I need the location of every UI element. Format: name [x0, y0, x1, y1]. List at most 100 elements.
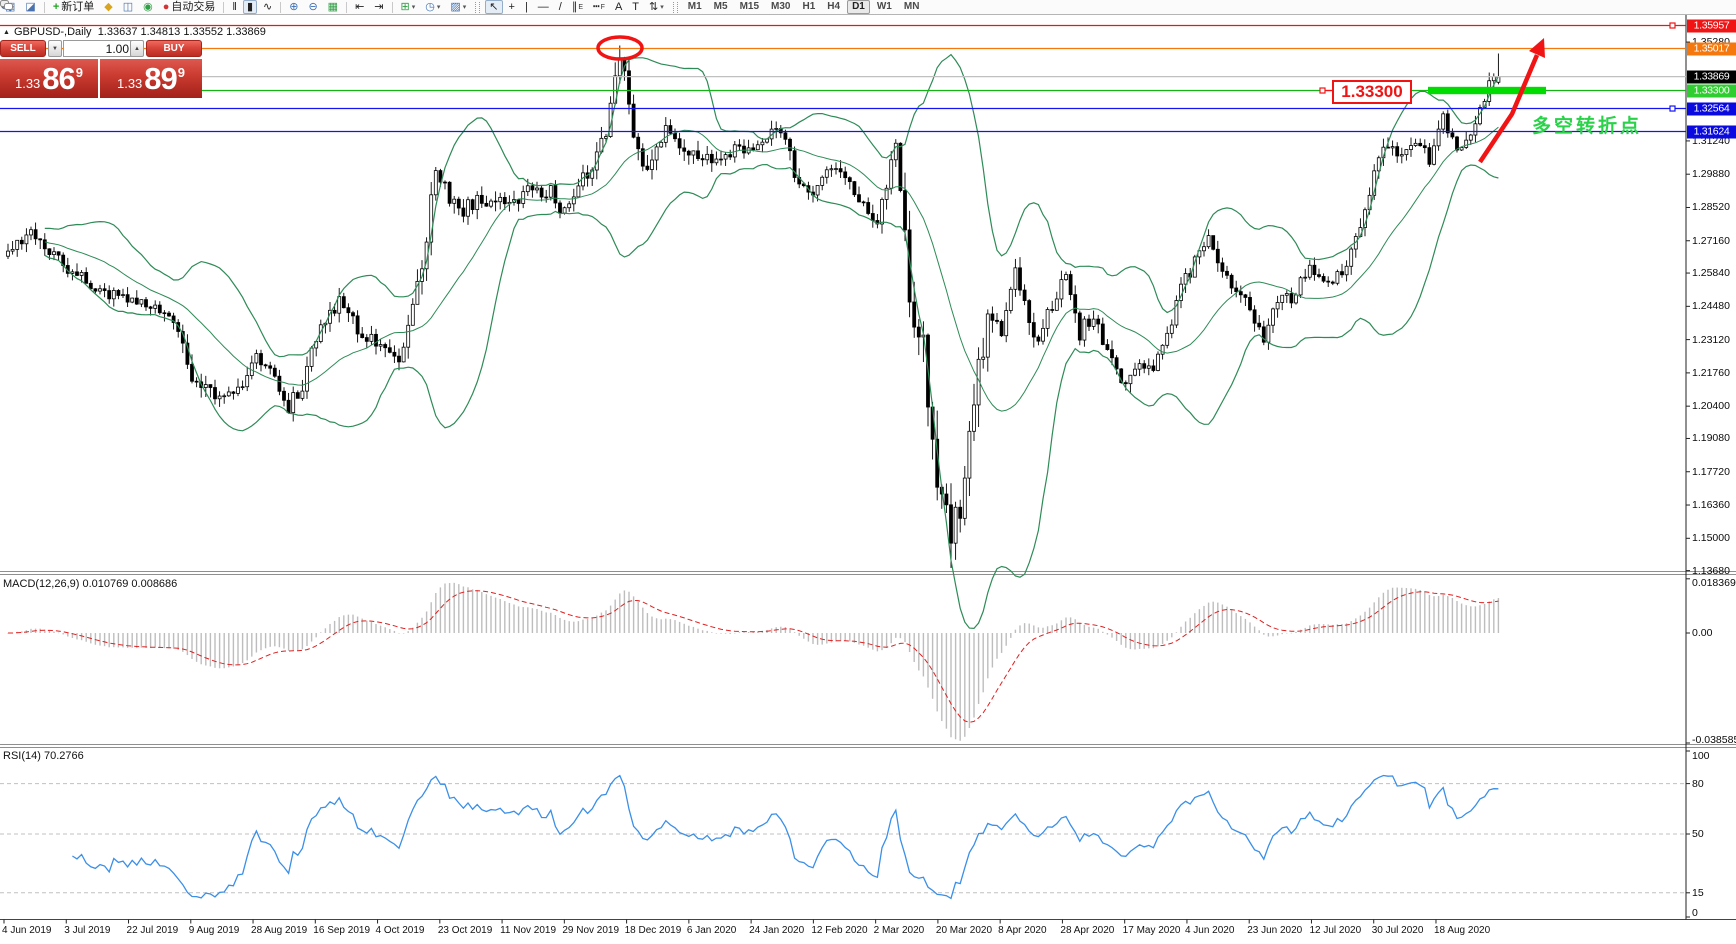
support-zone-bar[interactable] — [1428, 86, 1546, 95]
toolbar-grip[interactable] — [475, 1, 481, 13]
line-chart-icon[interactable]: ∿ — [263, 0, 273, 13]
date-label: 23 Jun 2020 — [1247, 925, 1303, 936]
timeframe-m15[interactable]: M15 — [739, 1, 760, 12]
signals-icon[interactable]: ◉ — [143, 0, 153, 13]
sell-button[interactable]: SELL — [0, 40, 46, 57]
sell-price-main: 86 — [42, 61, 75, 96]
buy-price-pip: 9 — [177, 65, 186, 80]
toolbar-separator — [280, 1, 282, 13]
timeframe-w1[interactable]: W1 — [876, 1, 892, 12]
price-badge: 1.33300 — [1687, 84, 1736, 97]
text-icon[interactable]: A — [614, 0, 623, 13]
timeframe-h1[interactable]: H1 — [802, 1, 816, 12]
styles-bucket-icon[interactable]: ◆ — [104, 0, 113, 13]
timeframe-m30[interactable]: M30 — [771, 1, 791, 12]
sell-price-prefix: 1.33 — [14, 76, 41, 91]
date-label: 17 May 2020 — [1122, 925, 1181, 936]
date-label: 28 Aug 2019 — [251, 925, 308, 936]
sell-price-tile[interactable]: 1.33 86 9 — [0, 59, 100, 98]
date-label: 4 Jun 2019 — [2, 925, 52, 936]
date-label: 20 Mar 2020 — [935, 925, 993, 936]
volume-decrease-button[interactable]: ▼ — [48, 40, 62, 57]
new-order-button[interactable]: + 新订单 — [52, 0, 95, 13]
date-label: 6 Jan 2020 — [686, 925, 737, 936]
price-tick-label: 1.15000 — [1692, 532, 1730, 545]
date-label: 2 Mar 2020 — [873, 925, 925, 936]
new-chart-icon[interactable]: ⊞ ▾ — [400, 0, 416, 13]
date-label: 23 Oct 2019 — [437, 925, 493, 936]
price-tick-label: 1.23120 — [1692, 333, 1730, 346]
cursor-icon[interactable]: ↖ — [485, 0, 503, 14]
date-label: 9 Aug 2019 — [188, 925, 240, 936]
toolbar-grip[interactable] — [672, 1, 678, 13]
text-label-icon[interactable]: T — [632, 0, 640, 13]
toolbar-separator — [43, 1, 45, 13]
date-label: 11 Nov 2019 — [500, 925, 557, 936]
chart-canvas[interactable] — [0, 15, 1736, 944]
one-click-trading-widget: SELL ▼ ▲ BUY 1.33 86 9 1.33 89 9 — [0, 40, 202, 98]
volume-increase-button[interactable]: ▲ — [130, 40, 144, 57]
top-toolbar: ▤◪+新订单◆◫◉●自动交易‖▮∿⊕⊖▦⇤⇥⊞▾◷▾▨▾↖+|—/∥E┅FAT⇅… — [0, 0, 1736, 15]
buy-button[interactable]: BUY — [146, 40, 202, 57]
zoom-out-icon[interactable]: ⊖ — [308, 0, 318, 13]
date-label: 22 Jul 2019 — [126, 925, 179, 936]
timeframe-d1[interactable]: D1 — [847, 0, 870, 14]
rsi-tick-label: 50 — [1692, 828, 1704, 840]
timeframe-m5[interactable]: M5 — [713, 1, 728, 12]
horizontal-line-icon[interactable]: — — [537, 0, 549, 13]
arrows-icon[interactable]: ⇅ ▾ — [649, 0, 664, 13]
ellipse-annotation[interactable] — [596, 35, 644, 61]
time-axis-ticks — [3, 919, 1437, 924]
bar-chart-icon[interactable]: ‖ — [232, 0, 237, 13]
step-forward-icon[interactable]: ⇥ — [374, 0, 384, 13]
profiles-icon[interactable]: ◫ — [122, 0, 134, 13]
horizontal-line-objects[interactable] — [0, 22, 1686, 133]
price-tick-label: 1.17720 — [1692, 465, 1730, 478]
buy-price-main: 89 — [144, 61, 177, 96]
date-label: 24 Jan 2020 — [749, 925, 805, 936]
timeframe-mn[interactable]: MN — [903, 1, 920, 12]
date-label: 29 Nov 2019 — [562, 925, 620, 936]
template-icon[interactable]: ▨ ▾ — [450, 0, 467, 13]
axis-tick-marks — [1686, 41, 1690, 918]
bollinger-bands — [44, 53, 1499, 630]
date-label: 4 Oct 2019 — [375, 925, 425, 936]
fibonacci-icon[interactable]: ┅ F — [593, 0, 605, 13]
date-label: 8 Apr 2020 — [998, 925, 1047, 936]
step-back-icon[interactable]: ⇤ — [355, 0, 365, 13]
price-box-leader[interactable] — [1319, 87, 1333, 94]
trendline-icon[interactable]: / — [558, 0, 562, 13]
chart-window[interactable]: ▲ GBPUSD-,Daily 1.33637 1.34813 1.33552 1… — [0, 15, 1736, 944]
period-icon[interactable]: ◷ ▾ — [425, 0, 441, 13]
pivot-annotation-text[interactable]: 多空转折点 — [1532, 116, 1643, 137]
price-badge: 1.33869 — [1687, 70, 1736, 84]
macd-label: MACD(12,26,9) 0.010769 0.008686 — [3, 578, 178, 590]
date-label: 18 Aug 2020 — [1433, 925, 1491, 936]
toolbar-separator — [346, 1, 348, 13]
price-tick-label: 1.29880 — [1692, 168, 1730, 181]
crosshair-icon[interactable]: + — [508, 0, 515, 13]
timeframe-h4[interactable]: H4 — [827, 1, 841, 12]
price-annotation-box[interactable]: 1.33300 — [1332, 80, 1412, 104]
timeframe-m1[interactable]: M1 — [687, 1, 702, 12]
panel-separators[interactable] — [0, 571, 1736, 920]
data-window-icon[interactable]: ◪ — [25, 0, 36, 13]
vertical-line-icon[interactable]: | — [524, 0, 528, 13]
tile-windows-icon[interactable]: ▦ — [327, 0, 339, 13]
one-click-collapse-icon[interactable]: ▲ — [3, 29, 10, 36]
macd-tick-label: 0.00 — [1692, 627, 1713, 639]
candlestick-chart-icon[interactable]: ▮ — [242, 0, 257, 14]
price-tick-label: 1.20400 — [1692, 400, 1730, 413]
price-badge: 1.32564 — [1687, 102, 1736, 116]
buy-price-tile[interactable]: 1.33 89 9 — [100, 59, 202, 98]
trend-arrow-annotation[interactable] — [1478, 38, 1545, 164]
channel-icon[interactable]: ∥ E — [571, 0, 584, 13]
volume-input[interactable] — [63, 40, 133, 57]
dropdown-caret-icon: ▾ — [436, 3, 441, 11]
price-tick-label: 1.19080 — [1692, 432, 1730, 445]
zoom-in-icon[interactable]: ⊕ — [289, 0, 299, 13]
autotrading-button[interactable]: ● 自动交易 — [162, 0, 216, 13]
date-label: 4 Jun 2020 — [1184, 925, 1235, 936]
price-tick-label: 1.16360 — [1692, 499, 1730, 512]
chart-ohlc-values: 1.33637 1.34813 1.33552 1.33869 — [97, 26, 266, 38]
